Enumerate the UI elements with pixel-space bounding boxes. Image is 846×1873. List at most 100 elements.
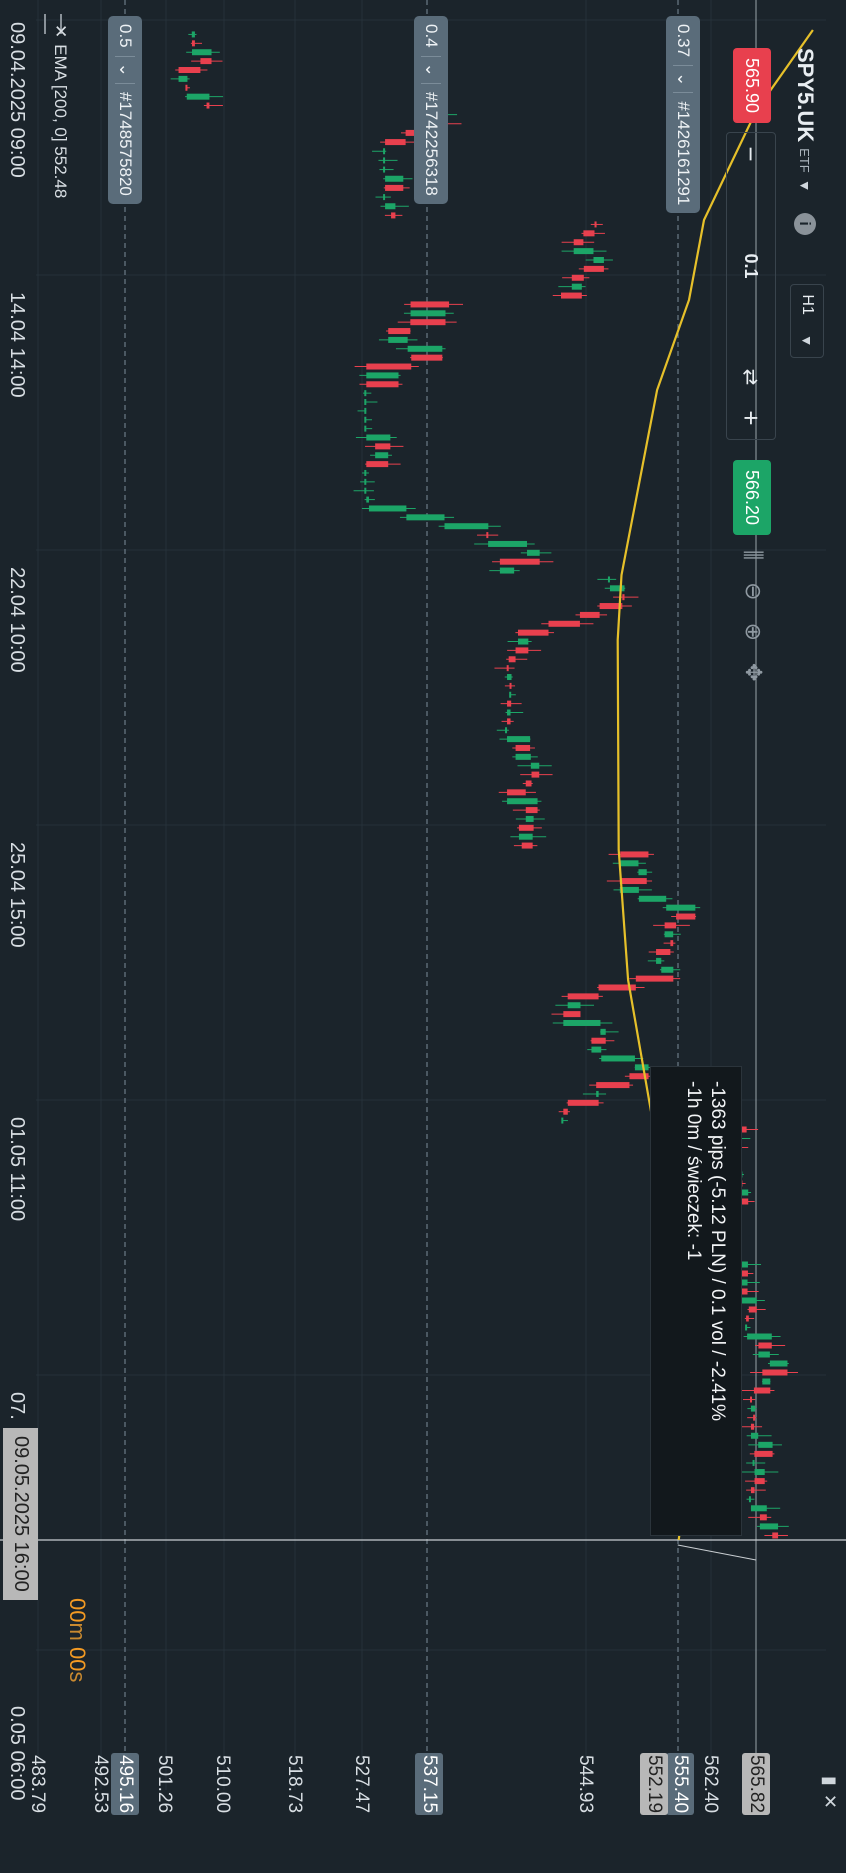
candle-body (517, 638, 529, 645)
candle-body (620, 851, 649, 858)
candle-body (507, 736, 531, 743)
chevron-up-icon[interactable]: ⌄ (115, 55, 135, 84)
info-icon[interactable]: i (794, 212, 816, 235)
candle-body (385, 175, 404, 182)
candle-body (567, 1002, 581, 1009)
position-volume: 0.37 (674, 24, 693, 58)
symbol-selector[interactable]: SPY5.UK ETF ▼ i (792, 48, 818, 235)
candle-body (525, 780, 532, 787)
candle-body (666, 904, 696, 911)
chart-tools: ⫼ ⊖ ⊕ ✥ (740, 550, 766, 681)
time-tick: 25.04 15:00 (6, 842, 28, 948)
time-tick: 14.04 14:00 (6, 292, 28, 398)
candle-body (747, 1333, 772, 1340)
candle-body (548, 620, 580, 627)
candle-body (753, 1387, 771, 1394)
candle-body (385, 139, 406, 146)
candle-body (591, 1046, 602, 1053)
candle-body (375, 443, 391, 450)
candle-body (364, 487, 367, 494)
price-tick: 527.47 (351, 1754, 372, 1814)
candle-body (622, 594, 625, 601)
close-icon[interactable]: ✕ (820, 1793, 840, 1809)
candle-body (486, 532, 489, 539)
candle-body (656, 949, 671, 956)
position-price-label: 537.15 (415, 1753, 443, 1815)
position-volume: 0.5 (116, 24, 135, 48)
candle-body (571, 274, 584, 281)
chevron-down-icon[interactable]: ▼ (797, 178, 813, 193)
candle-body (573, 248, 594, 255)
candle-body (521, 842, 533, 849)
candle-body (525, 807, 538, 814)
candle-body (191, 49, 212, 56)
candle-body (748, 1306, 757, 1313)
candle-body (410, 301, 450, 308)
candle-body (746, 1315, 749, 1322)
move-icon[interactable]: ✥ (741, 663, 766, 682)
price-tick: 562.40 (700, 1754, 721, 1814)
candle-body (531, 771, 540, 778)
candle-body (375, 452, 389, 459)
candle-body (741, 1288, 748, 1295)
position-volume: 0.4 (422, 24, 441, 48)
position-label[interactable]: 0.37 ⌄ #1426161291 (666, 16, 700, 214)
position-label[interactable]: 0.4 ⌄ #1742256318 (414, 16, 448, 204)
candle-body (593, 257, 604, 263)
candle-body (758, 1441, 773, 1448)
candle-body (750, 1432, 759, 1439)
candle-body (635, 975, 674, 982)
sell-button[interactable]: 565.90 (733, 48, 771, 124)
candle-body (444, 523, 489, 530)
candle-countdown: 00m 00s (64, 1598, 90, 1682)
candle-body (515, 744, 531, 751)
candle-body (178, 75, 188, 82)
candle-body (759, 1523, 779, 1530)
position-price-label: 495.16 (111, 1753, 139, 1815)
time-tick: 0.05 06:00 (6, 1706, 28, 1801)
candle-body (406, 514, 445, 521)
candle-body (366, 372, 399, 379)
candle-body (186, 93, 210, 100)
panel-icon[interactable]: ▮ (820, 1776, 840, 1786)
time-tick: 09.04.2025 09:00 (6, 22, 28, 178)
chevron-up-icon[interactable]: ⌄ (421, 55, 441, 84)
candle-body (750, 1505, 767, 1512)
candle-body (591, 1037, 606, 1044)
candle-body (600, 1028, 606, 1035)
trade-toolbar: SPY5.UK ETF ▼ i H1 ▼ 565.90 − 0.1 ⇄ + 56… (656, 0, 846, 1873)
decrease-button[interactable]: − (736, 146, 767, 162)
candle-body (508, 656, 516, 663)
quantity-value[interactable]: 0.1 (741, 253, 762, 279)
candle-body (567, 993, 599, 1000)
zoom-out-icon[interactable]: ⊖ (741, 582, 766, 601)
candle-body (583, 230, 595, 237)
candle-body (385, 203, 396, 210)
increase-button[interactable]: + (736, 410, 767, 426)
candle-body (385, 184, 404, 191)
candle-body (583, 265, 604, 272)
countdown-minutes: 00 (65, 1598, 90, 1623)
candle-body (410, 319, 446, 326)
candle-body (573, 239, 584, 246)
candle-body (772, 1532, 779, 1539)
timeframe-selector[interactable]: H1 ▼ (790, 284, 824, 358)
position-label[interactable]: 0.5 ⌄ #1748575820 (108, 16, 142, 204)
candle-body (758, 1351, 770, 1358)
candles-icon[interactable]: ⫼ (741, 550, 766, 561)
close-icon[interactable]: ✕ (51, 24, 70, 39)
quantity-stepper[interactable]: − 0.1 ⇄ + (726, 132, 776, 440)
buy-button[interactable]: 566.20 (733, 460, 771, 536)
candle-body (759, 1514, 767, 1521)
candle-body (525, 815, 534, 822)
chevron-up-icon[interactable]: ⌄ (673, 65, 693, 94)
candle-body (366, 461, 389, 468)
candle-body (563, 1019, 601, 1026)
swap-icon[interactable]: ⇄ (739, 368, 762, 386)
candle-body (769, 1360, 788, 1367)
crosshair-time-label: 09.05.2025 16:00 (3, 1428, 38, 1600)
candle-body (364, 469, 367, 476)
zoom-in-icon[interactable]: ⊕ (741, 622, 766, 641)
